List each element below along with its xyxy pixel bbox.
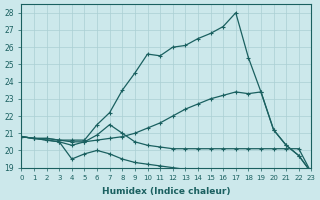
- X-axis label: Humidex (Indice chaleur): Humidex (Indice chaleur): [102, 187, 231, 196]
